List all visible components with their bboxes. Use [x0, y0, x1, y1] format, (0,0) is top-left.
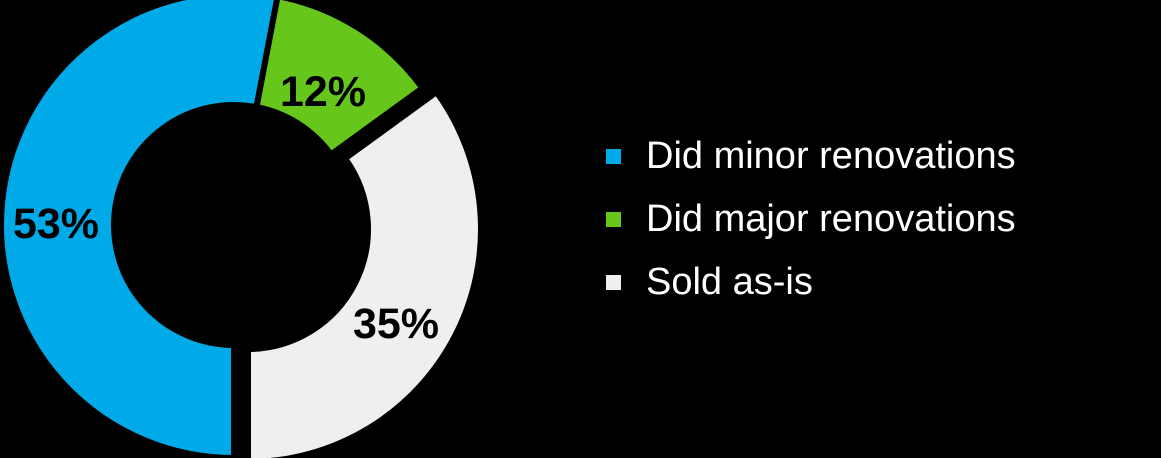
legend-label-minor-renovations: Did minor renovations [646, 134, 1016, 177]
chart-legend: Did minor renovations Did major renovati… [606, 128, 1016, 317]
legend-item-sold-as-is: Sold as-is [606, 254, 1016, 310]
legend-item-major-renovations: Did major renovations [606, 191, 1016, 247]
legend-marker-minor-renovations [606, 148, 621, 164]
donut-slice-major-renovations [252, 0, 427, 159]
legend-item-minor-renovations: Did minor renovations [606, 128, 1016, 184]
donut-slice-minor-renovations [0, 0, 280, 458]
donut-slice-sold-as-is [245, 87, 484, 458]
data-label-sold-as-is: 35% [353, 300, 439, 348]
data-label-major-renovations: 12% [280, 68, 366, 116]
legend-label-major-renovations: Did major renovations [646, 197, 1016, 240]
legend-marker-major-renovations [606, 211, 621, 227]
legend-marker-sold-as-is [606, 274, 621, 290]
legend-label-sold-as-is: Sold as-is [646, 260, 813, 303]
data-label-minor-renovations: 53% [13, 200, 99, 248]
